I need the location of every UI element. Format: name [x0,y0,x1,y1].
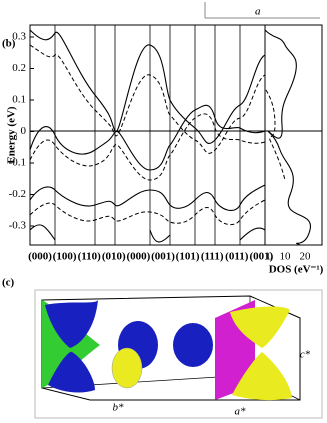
surface [230,306,290,348]
dos-frame [264,24,323,246]
k-label: (001) [151,251,175,263]
band [29,224,266,243]
k-label: (010) [102,251,126,263]
k-label: (110) [78,251,102,263]
band [29,104,266,171]
y-tick-label: 0.1 [12,94,26,106]
dos-curve [265,89,286,181]
surface [111,347,143,389]
band [29,44,266,154]
y-tick-label: 0.3 [12,31,26,43]
axis-label: c* [300,349,311,361]
surface [45,300,98,348]
band [29,184,266,211]
k-label: (000) [28,251,52,263]
k-label: (101) [176,251,200,263]
y-tick-label: 0 [21,125,27,137]
y-tick-label: -0.2 [9,188,26,200]
surface [48,351,95,393]
panel-label: (b) [2,38,16,50]
axis-label: a [255,6,261,18]
y-axis-title: Energy (eV) [6,106,18,163]
k-label: (000) [126,251,150,263]
k-label: (001) [249,251,273,263]
surface [173,323,213,367]
dos-tick-label: 10 [280,251,292,263]
dos-tick-label: 20 [300,251,312,263]
dos-title: DOS (eV⁻¹) [269,264,324,276]
band-plot [29,24,323,246]
k-label: (100) [53,251,77,263]
dos-curve [264,29,311,246]
band [29,199,266,226]
y-tick-label: -0.1 [9,157,26,169]
fermi-surface [34,289,323,419]
panel-frame [34,289,323,419]
band [29,113,266,181]
k-label: (111) [201,251,224,263]
surface [232,352,292,401]
dos-tick-label: 0 [267,251,273,263]
panel-label: (c) [2,277,15,289]
plot-frame [29,24,266,246]
axis-label: a* [235,406,247,418]
y-tick-label: -0.3 [9,220,27,232]
k-label: (011) [225,251,249,263]
axis-label: b* [113,402,125,414]
band [29,29,266,144]
y-tick-label: 0.2 [12,62,26,74]
